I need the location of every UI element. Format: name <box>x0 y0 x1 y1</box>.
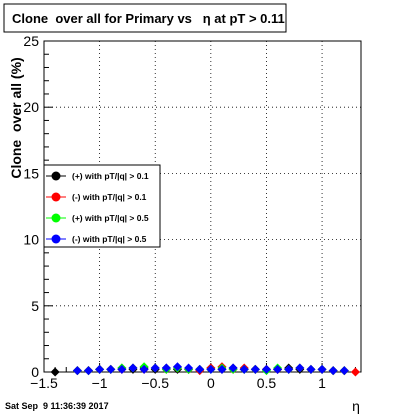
data-point <box>150 363 160 373</box>
data-point <box>306 364 316 374</box>
data-point <box>106 364 116 374</box>
y-tick-label: 15 <box>23 165 39 181</box>
data-point <box>128 363 138 373</box>
series-2 <box>72 362 360 377</box>
y-tick-label: 0 <box>31 364 39 380</box>
legend-box <box>43 164 161 248</box>
data-point <box>239 364 249 374</box>
data-point <box>139 364 149 374</box>
footer-timestamp: Sat Sep 9 11:36:39 2017 <box>5 401 109 411</box>
x-tick-label: −1.5 <box>30 375 58 391</box>
data-point <box>284 364 294 374</box>
x-tick-label: 1 <box>318 375 326 391</box>
x-tick-label: −1 <box>92 375 108 391</box>
x-tick-label: −0.5 <box>141 375 169 391</box>
y-tick-label: 20 <box>23 99 39 115</box>
y-tick-label: 5 <box>31 298 39 314</box>
data-point <box>83 366 93 376</box>
y-tick-label: 10 <box>23 232 39 248</box>
legend: (+) with pT/|q| > 0.1 (-) with pT/|q| > 0… <box>43 164 161 248</box>
x-tick-label: 0 <box>207 375 215 391</box>
legend-label: (+) with pT/|q| > 0.5 <box>72 213 149 223</box>
data-points <box>50 362 360 377</box>
data-point <box>72 366 82 376</box>
data-point <box>250 364 260 374</box>
title-box <box>3 3 287 33</box>
data-point <box>261 364 271 374</box>
data-point <box>217 364 227 374</box>
data-point <box>228 363 238 373</box>
x-axis-label: η <box>352 398 360 414</box>
data-point <box>117 364 127 374</box>
data-point <box>328 366 338 376</box>
data-point <box>172 362 182 372</box>
data-point <box>273 364 283 374</box>
legend-label: (-) with pT/|q| > 0.5 <box>72 234 147 244</box>
y-axis-label: Clone over all (%) <box>8 57 24 178</box>
chart-title: Clone over all for Primary vs η at pT > … <box>12 11 285 26</box>
legend-marker <box>51 234 61 244</box>
data-point <box>50 367 60 377</box>
data-point <box>295 363 305 373</box>
data-point <box>350 367 360 377</box>
data-point <box>95 364 105 374</box>
data-point <box>184 363 194 373</box>
legend-entries: (+) with pT/|q| > 0.1 (-) with pT/|q| > 0… <box>46 171 149 244</box>
x-tick-label: 0.5 <box>257 375 277 391</box>
legend-label: (+) with pT/|q| > 0.1 <box>72 171 149 181</box>
legend-marker <box>51 213 61 223</box>
data-point <box>339 366 349 376</box>
data-point <box>317 364 327 374</box>
data-point <box>195 364 205 374</box>
series-4 <box>72 362 349 376</box>
legend-marker <box>51 171 61 181</box>
y-tick-label: 25 <box>23 33 39 49</box>
data-point <box>161 363 171 373</box>
legend-marker <box>51 192 61 202</box>
data-point <box>206 364 216 374</box>
legend-label: (-) with pT/|q| > 0.1 <box>72 192 147 202</box>
